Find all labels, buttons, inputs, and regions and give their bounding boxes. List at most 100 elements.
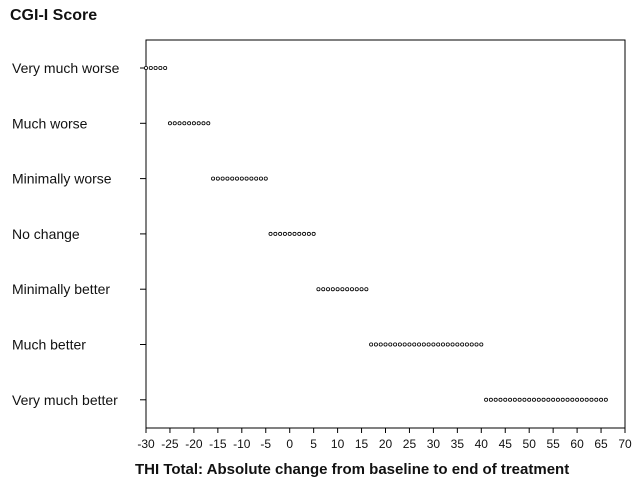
data-point [163,66,168,71]
data-point [182,121,187,126]
data-point [292,231,297,236]
y-category-label: Much worse [12,115,88,131]
x-tick-label: -10 [233,437,251,451]
data-point [335,287,340,292]
x-tick-label: 65 [594,437,608,451]
data-point [508,397,513,402]
x-tick-label: 30 [427,437,441,451]
data-point [517,397,522,402]
data-point [196,121,201,126]
data-point [191,121,196,126]
y-category-label: No change [12,226,80,242]
data-point [493,397,498,402]
data-point [330,287,335,292]
data-point [167,121,172,126]
data-point [393,342,398,347]
data-point [249,176,254,181]
data-point [455,342,460,347]
data-point [589,397,594,402]
data-point [239,176,244,181]
data-point [316,287,321,292]
y-category-label: Minimally better [12,281,110,297]
data-point [311,231,316,236]
x-tick-label: 55 [546,437,560,451]
data-point [464,342,469,347]
data-point [436,342,441,347]
data-point [143,66,148,71]
data-point [426,342,431,347]
x-tick-label: 20 [379,437,393,451]
data-point [407,342,412,347]
data-point [469,342,474,347]
y-category-label: Very much better [12,392,118,408]
data-point [187,121,192,126]
data-point [484,397,489,402]
data-point [268,231,273,236]
data-point [235,176,240,181]
data-point [230,176,235,181]
data-point [397,342,402,347]
x-tick-label: 10 [331,437,345,451]
x-tick-label: -30 [137,437,155,451]
data-point [512,397,517,402]
x-tick-label: 15 [355,437,369,451]
x-tick-label: 35 [451,437,465,451]
data-point [354,287,359,292]
data-point [503,397,508,402]
data-point [536,397,541,402]
data-point [254,176,259,181]
data-point [306,231,311,236]
data-point [148,66,153,71]
data-point [297,231,302,236]
data-point [421,342,426,347]
data-point [345,287,350,292]
x-tick-label: -5 [260,437,271,451]
data-point [282,231,287,236]
data-point [211,176,216,181]
x-axis-label: THI Total: Absolute change from baseline… [135,461,570,478]
chart-title: CGI-I Score [10,7,98,24]
data-point [278,231,283,236]
data-point [153,66,158,71]
data-point [364,287,369,292]
data-point [340,287,345,292]
data-point [172,121,177,126]
data-point [349,287,354,292]
data-point [594,397,599,402]
x-tick-label: 60 [570,437,584,451]
data-point [479,342,484,347]
data-point [321,287,326,292]
data-point [287,231,292,236]
x-tick-label: 50 [523,437,537,451]
x-tick-label: -25 [161,437,179,451]
data-point [579,397,584,402]
x-tick-label: 5 [310,437,317,451]
data-point [201,121,206,126]
data-point [244,176,249,181]
data-point [417,342,422,347]
x-tick-label: 70 [618,437,632,451]
data-point [359,287,364,292]
data-point [603,397,608,402]
y-category-label: Minimally worse [12,171,112,187]
x-tick-label: -20 [185,437,203,451]
data-point [584,397,589,402]
data-point [378,342,383,347]
data-point [177,121,182,126]
data-point [498,397,503,402]
data-point [258,176,263,181]
data-point [273,231,278,236]
data-point [460,342,465,347]
y-category-label: Very much worse [12,60,120,76]
data-point [546,397,551,402]
data-point [565,397,570,402]
data-point [388,342,393,347]
data-point [450,342,455,347]
data-point [522,397,527,402]
data-point [575,397,580,402]
data-point [383,342,388,347]
data-point [225,176,230,181]
data-point [402,342,407,347]
